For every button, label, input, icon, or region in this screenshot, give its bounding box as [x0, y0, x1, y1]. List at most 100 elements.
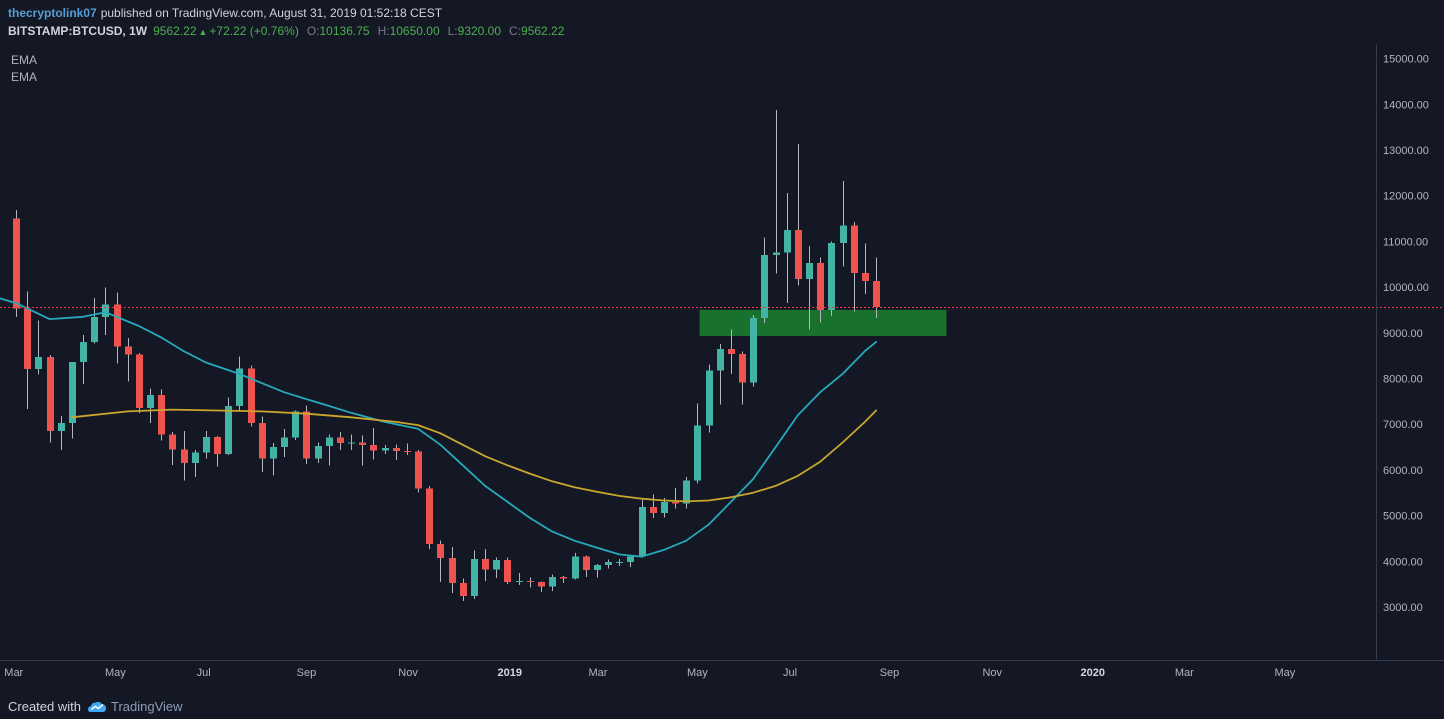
- candle-body: [694, 425, 701, 481]
- candle-body: [125, 346, 132, 355]
- ema-fast-line: [0, 297, 877, 558]
- candle-body: [13, 218, 20, 309]
- candle-body: [873, 280, 880, 308]
- candle-body: [114, 304, 121, 347]
- candle-body: [136, 354, 143, 408]
- publish-info: published on TradingView.com, August 31,…: [100, 6, 443, 20]
- price-tick-label: 7000.00: [1383, 419, 1423, 431]
- candle-body: [259, 422, 266, 459]
- candle-body: [47, 357, 54, 432]
- footer: Created with TradingView: [8, 699, 183, 714]
- candle-body: [706, 370, 713, 426]
- candle-body: [605, 562, 612, 565]
- candle-body: [24, 308, 31, 369]
- candle-body: [549, 576, 556, 587]
- candle-body: [516, 580, 523, 582]
- candle-body: [169, 434, 176, 450]
- candle-body: [784, 229, 791, 253]
- candle-body: [594, 564, 601, 570]
- candle-body: [437, 543, 444, 559]
- candle-body: [292, 411, 299, 438]
- price-tick-label: 8000.00: [1383, 374, 1423, 386]
- change-value: +72.22 (+0.76%): [209, 24, 299, 38]
- author-link[interactable]: thecryptolink07: [8, 6, 97, 20]
- support-zone-rect[interactable]: [699, 309, 947, 337]
- candle-body: [348, 442, 355, 444]
- time-axis[interactable]: Mar May Jul Sep Nov 2019 Mar May Jul Sep Nov 2020 Ma…: [4, 667, 1296, 679]
- symbol-title: BITSTAMP:BTCUSD, 1W: [8, 24, 148, 38]
- open-label: O:: [306, 24, 320, 38]
- last-price: 9562.22: [153, 24, 197, 38]
- candle-body: [828, 243, 835, 310]
- candle-body: [683, 480, 690, 504]
- ema-lines: [0, 297, 877, 558]
- candle-body: [303, 411, 310, 459]
- candle-body: [560, 576, 567, 579]
- candle-body: [192, 452, 199, 464]
- candle-body: [583, 556, 590, 570]
- price-tick-label: 4000.00: [1383, 556, 1423, 568]
- ema-indicator-label-2[interactable]: EMA: [11, 70, 38, 84]
- time-tick-label: May: [105, 667, 126, 679]
- candle-body: [181, 449, 188, 464]
- candle-body: [315, 446, 322, 459]
- candle-body: [236, 368, 243, 406]
- tradingview-brand-text: TradingView: [110, 699, 183, 714]
- time-tick-label: Jul: [197, 667, 211, 679]
- candle-body: [370, 444, 377, 451]
- candle-body: [326, 437, 333, 447]
- high-label: H:: [377, 24, 390, 38]
- candle-body: [661, 501, 668, 513]
- support-zone-drawing[interactable]: [699, 309, 947, 337]
- candle-body: [225, 405, 232, 454]
- chart-canvas[interactable]: 15000.00 14000.00 13000.00 12000.00 11000.00…: [0, 0, 1444, 690]
- candle-body: [270, 447, 277, 459]
- time-tick-year-label: 2020: [1081, 667, 1105, 679]
- time-tick-label: Sep: [297, 667, 317, 679]
- time-tick-label: Mar: [588, 667, 607, 679]
- candle-body: [538, 581, 545, 587]
- ema-slow-line: [70, 408, 877, 503]
- time-tick-label: Nov: [982, 667, 1002, 679]
- price-tick-label: 3000.00: [1383, 602, 1423, 614]
- price-tick-label: 12000.00: [1383, 191, 1429, 203]
- candle-body: [449, 558, 456, 583]
- time-tick-label: May: [687, 667, 708, 679]
- candle-body: [750, 318, 757, 383]
- candle-body: [337, 437, 344, 443]
- candle-body: [795, 229, 802, 279]
- symbol-legend: BITSTAMP:BTCUSD, 1W 9562.22 ▲ +72.22 (+0.76…: [8, 23, 564, 40]
- candle-body: [862, 272, 869, 282]
- candle-body: [393, 447, 400, 452]
- candle-body: [482, 559, 489, 570]
- tradingview-link[interactable]: TradingView: [87, 699, 183, 714]
- attribution-line: thecryptolink07 published on TradingView.…: [8, 5, 564, 21]
- time-tick-label: Nov: [398, 667, 418, 679]
- price-tick-label: 11000.00: [1383, 236, 1428, 248]
- created-with-text: Created with: [8, 699, 81, 714]
- candle-body: [147, 394, 154, 408]
- candle-body: [761, 255, 768, 319]
- candle-body: [382, 447, 389, 451]
- candle-body: [80, 341, 87, 363]
- ema-indicator-label-1[interactable]: EMA: [11, 53, 38, 67]
- close-label: C:: [509, 24, 522, 38]
- candle-body: [650, 506, 657, 513]
- time-tick-label: Jul: [783, 667, 797, 679]
- candle-body: [851, 225, 858, 273]
- price-tick-label: 14000.00: [1383, 99, 1429, 111]
- tradingview-logo: [87, 701, 106, 712]
- candle-body: [426, 488, 433, 544]
- candle-body: [806, 262, 813, 279]
- candle-body: [616, 561, 623, 563]
- candle-body: [102, 304, 109, 317]
- candle-body: [69, 362, 76, 423]
- close-value: 9562.22: [521, 24, 565, 38]
- candle-body: [639, 506, 646, 557]
- candle-body: [627, 556, 634, 562]
- candle-body: [248, 368, 255, 423]
- time-tick-label: May: [1275, 667, 1296, 679]
- price-axis[interactable]: 15000.00 14000.00 13000.00 12000.00 11000.00…: [1383, 54, 1429, 614]
- time-tick-label: Sep: [880, 667, 900, 679]
